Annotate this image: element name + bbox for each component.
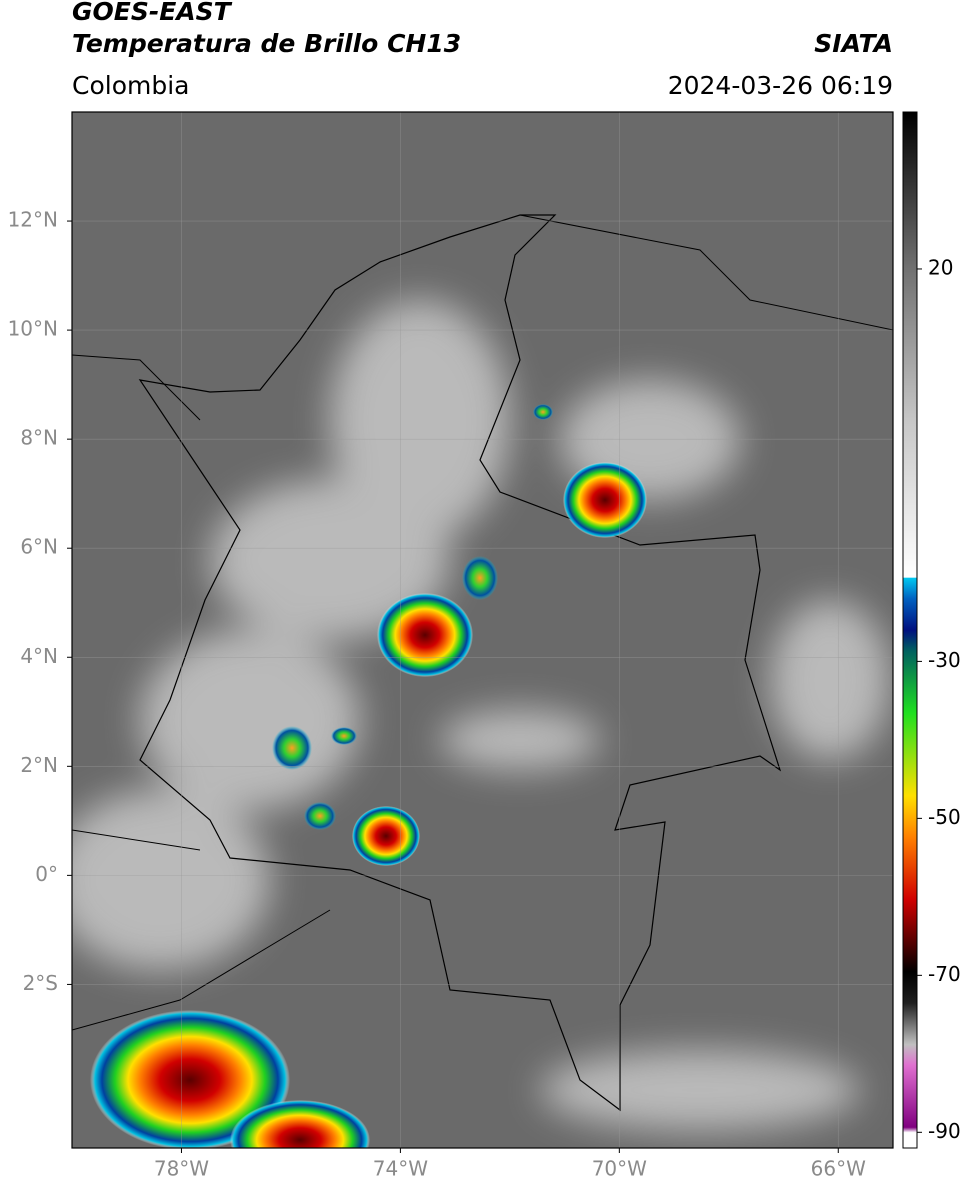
map-image <box>72 112 893 1148</box>
x-tick-label: 66°W <box>811 1157 866 1181</box>
borders <box>138 214 782 1112</box>
colorbar-label: -30 <box>928 648 961 672</box>
colorbar-label: -50 <box>928 805 961 829</box>
source: SIATA <box>814 29 893 58</box>
y-tick-label: 2°N <box>20 753 58 777</box>
y-tick-label: 6°N <box>20 535 58 559</box>
y-tick-label: 4°N <box>20 644 58 668</box>
y-tick-label: 0° <box>35 862 58 886</box>
subtitle: Temperatura de Brillo CH13 <box>72 29 461 58</box>
y-tick-label: 8°N <box>20 426 58 450</box>
x-tick-label: 78°W <box>154 1157 209 1181</box>
background <box>72 112 893 1148</box>
title: GOES-EAST <box>72 0 233 26</box>
coastline <box>72 214 893 1031</box>
y-tick-label: 10°N <box>8 317 58 341</box>
region: Colombia <box>72 71 189 100</box>
x-tick-label: 74°W <box>373 1157 428 1181</box>
colorbar-label: -70 <box>928 962 961 986</box>
colorbar <box>902 111 918 1149</box>
y-tick-label: 12°N <box>8 208 58 232</box>
plot-frame <box>71 111 894 1149</box>
colorbar-label: -90 <box>928 1119 961 1143</box>
datetime: 2024-03-26 06:19 <box>668 71 893 100</box>
y-tick-label: 2°S <box>23 971 58 995</box>
x-tick-label: 70°W <box>592 1157 647 1181</box>
colorbar-label: 20 <box>928 255 953 279</box>
convection <box>90 404 647 1148</box>
